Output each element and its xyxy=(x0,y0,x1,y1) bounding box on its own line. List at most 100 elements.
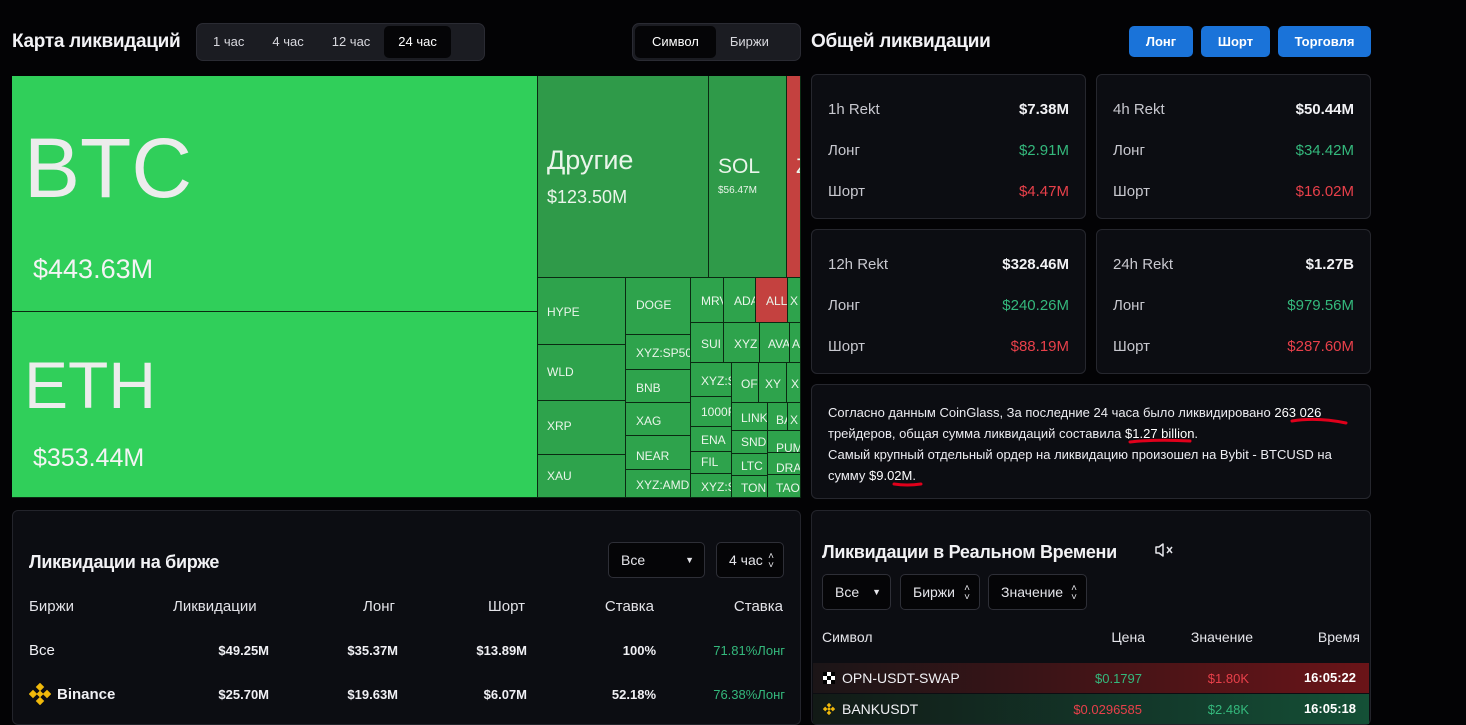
rekt-label: 4h Rekt xyxy=(1113,101,1165,118)
treemap-cell-x2[interactable]: X xyxy=(787,363,801,403)
exchange-filter-select[interactable]: Все ▼ xyxy=(608,542,705,578)
treemap-symbol: X xyxy=(790,413,799,427)
treemap-cell-xyz-amd[interactable]: XYZ:AMD xyxy=(626,470,691,498)
treemap-cell-other[interactable]: Другие $123.50M xyxy=(538,76,709,278)
exchange-rate: 52.18% xyxy=(611,687,656,702)
treemap-cell-ada[interactable]: ADA xyxy=(724,278,756,323)
treemap-cell-a[interactable]: A xyxy=(790,323,801,363)
trade-button[interactable]: Торговля xyxy=(1278,26,1371,57)
table-row[interactable]: BANKUSDT $0.0296585 $2.48K 16:05:18 xyxy=(813,694,1369,724)
treemap-cell-bnb[interactable]: BNB xyxy=(626,370,691,403)
treemap-cell-ltc[interactable]: LTC xyxy=(732,454,768,476)
treemap-cell-x3[interactable]: X xyxy=(788,403,801,431)
summary-traders-count: 263 026 xyxy=(1274,405,1322,420)
treemap-symbol: SUI xyxy=(701,337,722,351)
treemap-cell-xyz-sp50[interactable]: XYZ:SP50 xyxy=(626,335,691,370)
tab-1h[interactable]: 1 час xyxy=(213,34,245,49)
treemap-cell-xau[interactable]: XAU xyxy=(538,455,626,498)
table-row[interactable]: Все $49.25M $35.37M $13.89M 100% 71.81%Л… xyxy=(13,631,802,671)
rt-price: $0.1797 xyxy=(1095,671,1142,686)
realtime-exchange-value: Биржи xyxy=(913,584,955,600)
treemap-cell-near[interactable]: NEAR xyxy=(626,436,691,470)
treemap-cell-sui[interactable]: SUI xyxy=(691,323,724,363)
treemap-cell-xyz-s2[interactable]: XYZ:S xyxy=(691,474,732,498)
realtime-filter-value: Все xyxy=(835,584,860,600)
treemap-symbol: XRP xyxy=(547,419,572,433)
rekt-long-value: $34.42M xyxy=(1295,142,1354,159)
treemap-cell-eth[interactable]: ETH $353.44M xyxy=(12,312,538,498)
treemap-symbol: BA xyxy=(776,413,787,427)
exchange-name: Binance xyxy=(57,686,116,703)
treemap-cell-1000f[interactable]: 1000F xyxy=(691,397,732,427)
treemap-symbol: ALL xyxy=(766,294,788,308)
treemap-cell-doge[interactable]: DOGE xyxy=(626,278,691,335)
realtime-value-value: Значение xyxy=(1001,584,1064,600)
table-row[interactable]: Binance $25.70M $19.63M $6.07M 52.18% 76… xyxy=(13,675,802,715)
rekt-short-value: $16.02M xyxy=(1295,183,1354,200)
treemap-cell-ava[interactable]: AVA xyxy=(760,323,790,363)
rekt-total: $328.46M xyxy=(1002,256,1069,273)
treemap-cell-hype[interactable]: HYPE xyxy=(538,278,626,345)
treemap-symbol: WLD xyxy=(547,365,574,379)
treemap-cell-xyz[interactable]: XYZ xyxy=(724,323,760,363)
treemap-cell-btc[interactable]: BTC $443.63M xyxy=(12,76,538,312)
exchange-liq: $25.70M xyxy=(218,687,269,702)
summary-max-order: $9.02M xyxy=(869,468,913,483)
caret-down-icon: ▼ xyxy=(872,587,881,597)
treemap-symbol: XYZ:AMD xyxy=(636,478,690,492)
treemap-symbol: AVA xyxy=(768,337,790,351)
rekt-short-label: Шорт xyxy=(1113,338,1150,355)
treemap-cell-ba[interactable]: BA xyxy=(768,403,788,431)
tab-4h[interactable]: 4 час xyxy=(272,34,304,49)
treemap-symbol: SND xyxy=(741,435,767,449)
treemap-cell-pum[interactable]: PUM xyxy=(768,431,801,453)
treemap-cell-xrp[interactable]: XRP xyxy=(538,401,626,455)
long-button[interactable]: Лонг xyxy=(1129,26,1193,57)
binance-logo-icon xyxy=(823,703,835,715)
rekt-card-4h: 4h Rekt $50.44M Лонг $34.42M Шорт $16.02… xyxy=(1096,74,1371,219)
rekt-short-label: Шорт xyxy=(828,338,865,355)
treemap-symbol: X xyxy=(790,294,799,308)
treemap-cell-ena[interactable]: ENA xyxy=(691,427,732,452)
treemap-cell-xyz-s1[interactable]: XYZ:S xyxy=(691,363,732,397)
treemap-cell-ton[interactable]: TON xyxy=(732,476,768,498)
treemap-cell-mrv[interactable]: MRV xyxy=(691,278,724,323)
treemap-symbol: ADA xyxy=(734,294,755,308)
summary-part-1: Согласно данным CoinGlass, За последние … xyxy=(828,405,1271,420)
treemap-cell-xag[interactable]: XAG xyxy=(626,403,691,436)
treemap-cell-dra[interactable]: DRA xyxy=(768,453,801,475)
rekt-card-12h: 12h Rekt $328.46M Лонг $240.26M Шорт $88… xyxy=(811,229,1086,374)
treemap-cell-link[interactable]: LINK xyxy=(732,403,768,431)
exchange-name: Все xyxy=(29,642,55,659)
exchange-ratio: 71.81%Лонг xyxy=(713,643,785,658)
sound-mute-icon[interactable] xyxy=(1154,542,1174,558)
treemap-value: $353.44M xyxy=(33,444,145,472)
treemap-cell-fil[interactable]: FIL xyxy=(691,452,732,474)
tab-12h[interactable]: 12 час xyxy=(331,34,371,49)
realtime-exchange-select[interactable]: Биржи ˄ ˅ xyxy=(900,574,980,610)
exchange-short: $13.89M xyxy=(476,643,527,658)
exchange-period-select[interactable]: 4 час ˄ ˅ xyxy=(716,542,784,578)
exchange-liq: $49.25M xyxy=(218,643,269,658)
col-price: Цена xyxy=(1111,629,1145,645)
rekt-total: $7.38M xyxy=(1018,101,1069,118)
treemap-cell-z[interactable]: Z xyxy=(787,76,801,278)
treemap-cell-x1[interactable]: X xyxy=(788,278,801,323)
treemap-cell-wld[interactable]: WLD xyxy=(538,345,626,401)
treemap-cell-xy[interactable]: XY xyxy=(759,363,787,403)
treemap-cell-of[interactable]: OF xyxy=(732,363,759,403)
tab-24h[interactable]: 24 час xyxy=(384,26,451,58)
short-button[interactable]: Шорт xyxy=(1201,26,1270,57)
tab-exchanges[interactable]: Биржи xyxy=(729,34,769,49)
tab-symbol[interactable]: Символ xyxy=(635,26,716,58)
treemap-cell-snd[interactable]: SND xyxy=(732,431,768,454)
realtime-value-select[interactable]: Значение ˄ ˅ xyxy=(988,574,1087,610)
treemap-symbol: LINK xyxy=(741,411,768,425)
total-liquidation-title: Общей ликвидации xyxy=(811,31,991,52)
treemap-cell-sol[interactable]: SOL $56.47M xyxy=(709,76,787,278)
treemap-cell-all[interactable]: ALL xyxy=(756,278,788,323)
col-value: Значение xyxy=(1190,629,1253,645)
realtime-filter-select[interactable]: Все ▼ xyxy=(822,574,891,610)
table-row[interactable]: OPN-USDT-SWAP $0.1797 $1.80K 16:05:22 xyxy=(813,663,1369,693)
treemap-cell-tao[interactable]: TAO xyxy=(768,475,801,498)
